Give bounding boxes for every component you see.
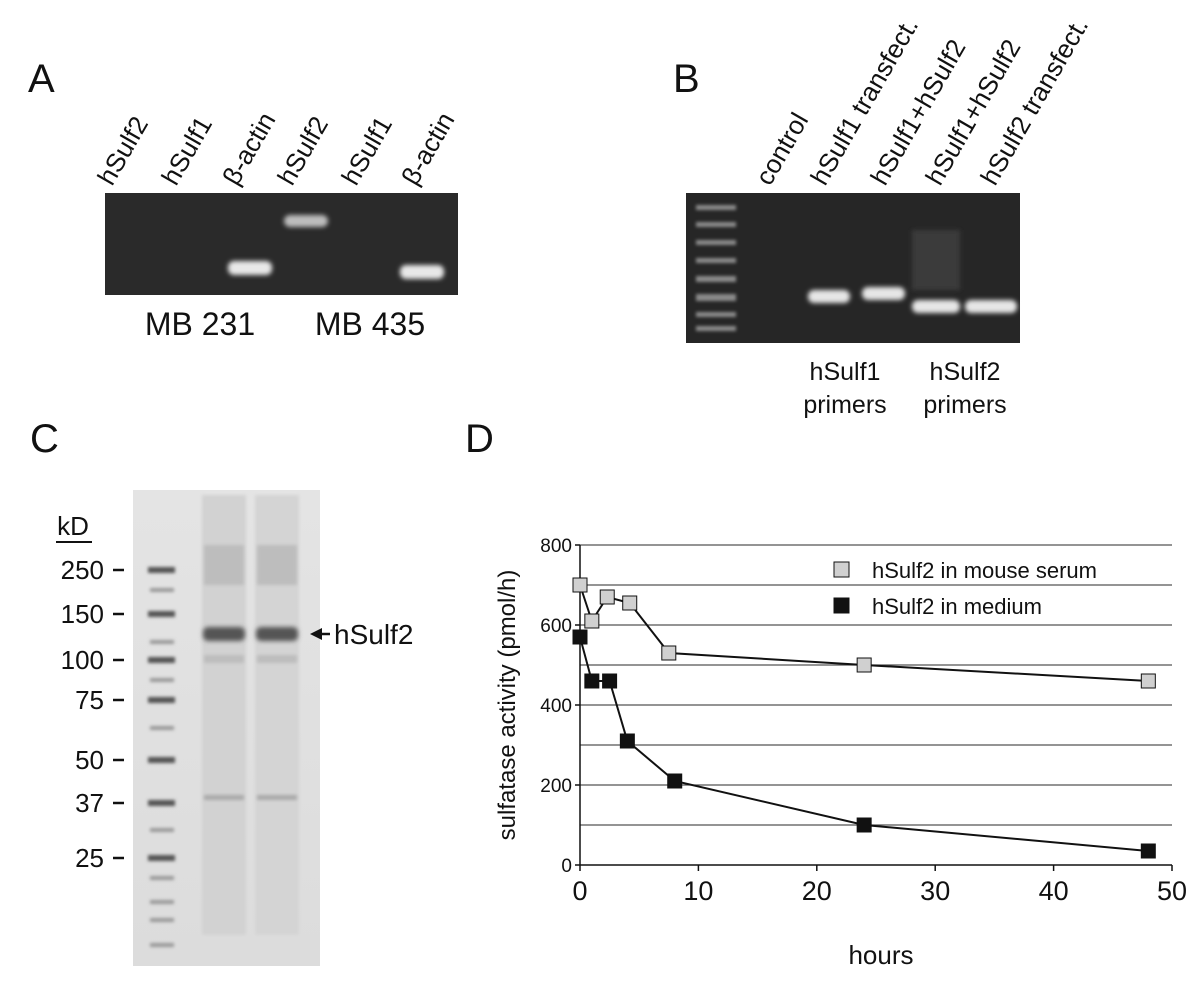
marker-band [148, 567, 175, 573]
band-label: hSulf2 [334, 619, 413, 650]
y-axis-label: sulfatase activity (pmol/h) [494, 570, 521, 841]
marker-band [148, 697, 175, 703]
data-point [661, 645, 677, 661]
marker-band-faint [150, 726, 174, 730]
data-point [572, 629, 588, 645]
panel-label: D [465, 417, 494, 461]
lane-label: hSulf1 [335, 111, 398, 190]
marker-label: 100 [61, 645, 104, 675]
legend-label: hSulf2 in medium [872, 594, 1042, 619]
panel-label: A [28, 57, 55, 101]
gel-c-lanes [202, 495, 299, 935]
marker-band [148, 757, 175, 763]
data-point [602, 673, 618, 689]
y-tick-label: 0 [561, 856, 572, 877]
unit-label: kD [57, 511, 89, 541]
x-tick-label: 10 [683, 876, 713, 906]
data-point [1140, 843, 1156, 859]
data-point [622, 595, 638, 611]
x-tick-label: 40 [1039, 876, 1069, 906]
gel-b [686, 193, 1020, 343]
band-arrowhead [310, 628, 322, 640]
gel-b-bands [808, 230, 1017, 313]
x-tick-label: 50 [1157, 876, 1187, 906]
marker-band-faint [150, 828, 174, 832]
data-point [572, 577, 588, 593]
legend-label: hSulf2 in mouse serum [872, 558, 1097, 583]
data-point [619, 733, 635, 749]
primer-label: hSulf2 [930, 358, 1001, 386]
y-tick-label: 400 [540, 696, 572, 717]
marker-band-faint [150, 876, 174, 880]
marker-band [148, 611, 175, 617]
cell-line-label: MB 435 [315, 306, 425, 342]
data-point [584, 613, 600, 629]
marker-label: 50 [75, 745, 104, 775]
marker-label: 37 [75, 788, 104, 818]
y-tick-label: 200 [540, 776, 572, 797]
marker-label: 150 [61, 599, 104, 629]
marker-band-faint [150, 918, 174, 922]
lane-label: β-actin [216, 107, 281, 190]
data-point [856, 817, 872, 833]
data-point [667, 773, 683, 789]
marker-label: 250 [61, 555, 104, 585]
gel-b-ladder [696, 205, 736, 331]
cell-line-label: MB 231 [145, 306, 255, 342]
y-tick-label: 600 [540, 616, 572, 637]
gel-a [105, 193, 458, 295]
marker-band-faint [150, 640, 174, 644]
lane-label: hSulf2 [91, 111, 154, 190]
panel-label: C [30, 417, 59, 461]
gel-a-bands [228, 215, 444, 279]
marker-label: 75 [75, 685, 104, 715]
marker-band-faint [150, 943, 174, 947]
marker-band [148, 800, 175, 806]
lane-label: β-actin [395, 107, 460, 190]
y-tick-label: 800 [540, 536, 572, 557]
marker-band [148, 657, 175, 663]
x-tick-label: 0 [572, 876, 587, 906]
x-tick-label: 30 [920, 876, 950, 906]
marker-band-faint [150, 678, 174, 682]
marker-band-faint [150, 588, 174, 592]
primer-label: primers [923, 391, 1006, 419]
data-point [599, 589, 615, 605]
primer-label: hSulf1 [810, 358, 881, 386]
x-tick-label: 20 [802, 876, 832, 906]
panel-label: B [673, 57, 700, 101]
marker-band-faint [150, 900, 174, 904]
data-point [584, 673, 600, 689]
lane-label: control [749, 107, 814, 190]
data-point [1140, 673, 1156, 689]
x-axis-label: hours [848, 940, 913, 970]
data-point [856, 657, 872, 673]
lane-label: hSulf1 [155, 111, 218, 190]
legend-swatch [833, 597, 850, 614]
legend-swatch [833, 561, 850, 578]
marker-label: 25 [75, 843, 104, 873]
primer-label: primers [803, 391, 886, 419]
marker-band [148, 855, 175, 861]
